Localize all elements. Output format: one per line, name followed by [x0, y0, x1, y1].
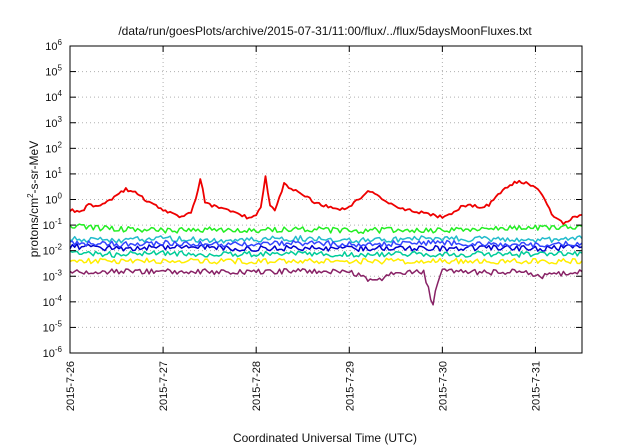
series-line-8 — [69, 268, 583, 306]
x-tick-label: 2015-7-26 — [65, 361, 77, 411]
y-tick-label: 101 — [45, 166, 62, 181]
y-tick-label: 103 — [45, 115, 62, 130]
series-line-7 — [69, 257, 583, 265]
chart-title: /data/run/goesPlots/archive/2015-07-31/1… — [118, 24, 532, 38]
series-line-5 — [69, 239, 583, 249]
y-axis-label-main: protons/cm — [27, 198, 41, 257]
y-axis-label-sup: 2 — [26, 193, 35, 198]
y-tick-label: 10-3 — [43, 268, 63, 283]
y-tick-label: 106 — [45, 38, 62, 53]
x-tick-label: 2015-7-29 — [344, 361, 356, 411]
x-tick-label: 2015-7-28 — [251, 361, 263, 411]
y-axis-label-rest: -s-sr-MeV — [27, 141, 41, 194]
series-line-6 — [69, 250, 583, 259]
x-axis-label: Coordinated Universal Time (UTC) — [233, 431, 417, 445]
series-line-4 — [69, 243, 583, 253]
x-tick-label: 2015-7-30 — [437, 361, 449, 411]
y-axis-label: protons/cm2-s-sr-MeV — [26, 141, 41, 257]
series-line-2 — [69, 223, 583, 235]
series-line-1 — [69, 175, 583, 226]
y-tick-label: 100 — [45, 192, 62, 207]
series-line-3 — [69, 235, 583, 244]
y-tick-label: 102 — [45, 140, 62, 155]
y-tick-label: 10-2 — [43, 243, 63, 258]
y-tick-label: 10-6 — [43, 345, 63, 360]
y-tick-label: 10-5 — [43, 319, 63, 334]
y-tick-label: 10-1 — [43, 217, 63, 232]
y-tick-label: 10-4 — [43, 294, 63, 309]
grid-lines — [70, 46, 582, 353]
x-tick-label: 2015-7-31 — [530, 361, 542, 411]
axis-ticks: 10-6 10-5 10-4 10-3 10-2 10-1 100 101 102 103 104 1… — [43, 38, 582, 411]
y-tick-label: 104 — [45, 89, 62, 104]
series-group — [69, 175, 583, 306]
x-tick-label: 2015-7-27 — [158, 361, 170, 411]
y-tick-label: 105 — [45, 64, 62, 79]
